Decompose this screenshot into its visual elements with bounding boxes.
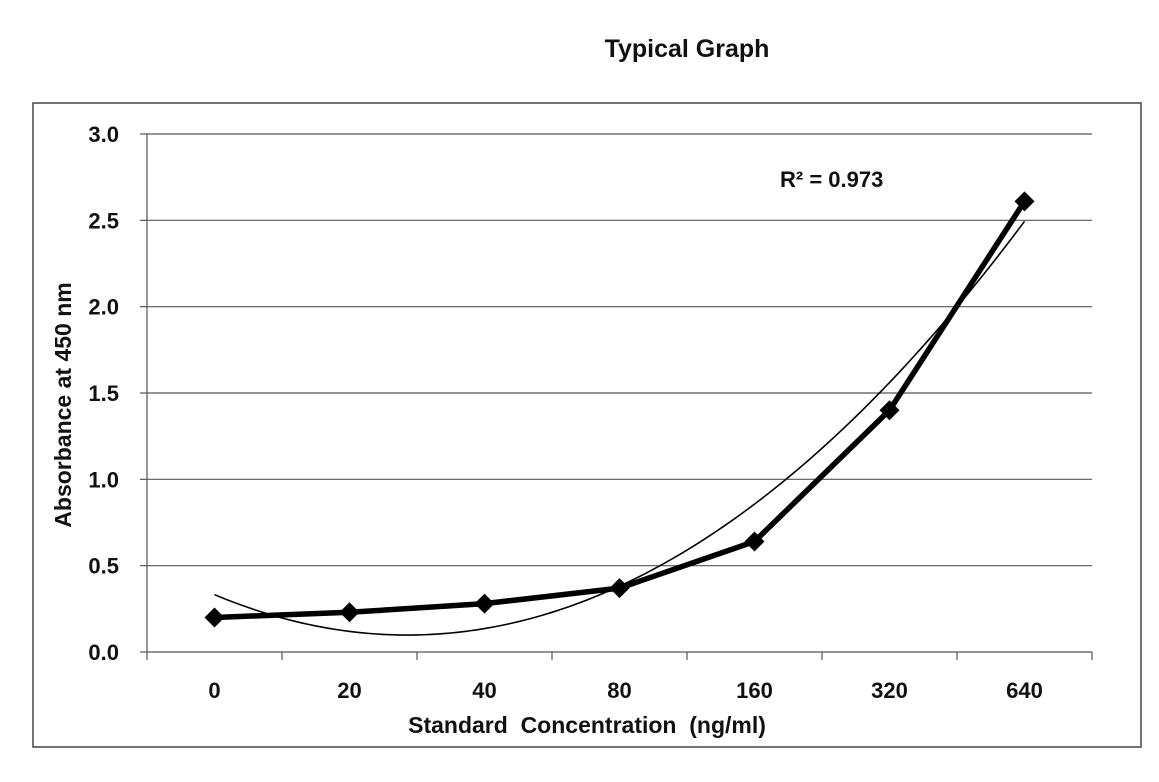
y-tick-label: 2.5 [88, 208, 119, 233]
y-tick-label: 1.0 [88, 467, 119, 492]
chart-title: Typical Graph [605, 35, 770, 63]
y-tick-label: 1.5 [88, 381, 119, 406]
x-tick-label: 640 [1006, 678, 1043, 703]
y-tick-label: 0.0 [88, 640, 119, 665]
x-tick-label: 20 [337, 678, 361, 703]
chart-border [32, 102, 1142, 748]
r-squared-annotation: R² = 0.973 [780, 167, 883, 192]
axes [140, 133, 1093, 660]
x-axis-title: Standard Concentration (ng/ml) [408, 712, 766, 738]
x-tick-label: 80 [607, 678, 631, 703]
data-point-marker [609, 578, 630, 599]
data-point-marker [204, 607, 225, 628]
data-point-marker [339, 602, 360, 623]
y-tick-label: 3.0 [88, 122, 119, 147]
x-tick-label: 40 [472, 678, 496, 703]
data-point-marker [879, 400, 900, 421]
x-tick-label: 0 [208, 678, 220, 703]
trendline-layer [214, 220, 1026, 636]
tick-labels: 0.0 0.5 1.0 1.5 2.0 2.5 3.0 0 20 40 80 160 320 640 [88, 122, 1042, 703]
y-tick-label: 0.5 [88, 554, 119, 579]
x-tick-label: 320 [871, 678, 908, 703]
series-line [211, 198, 1028, 621]
x-tick-label: 160 [736, 678, 773, 703]
data-point-marker [744, 531, 765, 552]
y-tick-label: 2.0 [88, 295, 119, 320]
data-point-marker [1014, 191, 1035, 212]
gridlines [147, 133, 1092, 567]
trendline [214, 220, 1026, 636]
data-point-marker [474, 593, 495, 614]
y-axis-title: Absorbance at 450 nm [50, 282, 76, 527]
series-layer [204, 191, 1035, 628]
